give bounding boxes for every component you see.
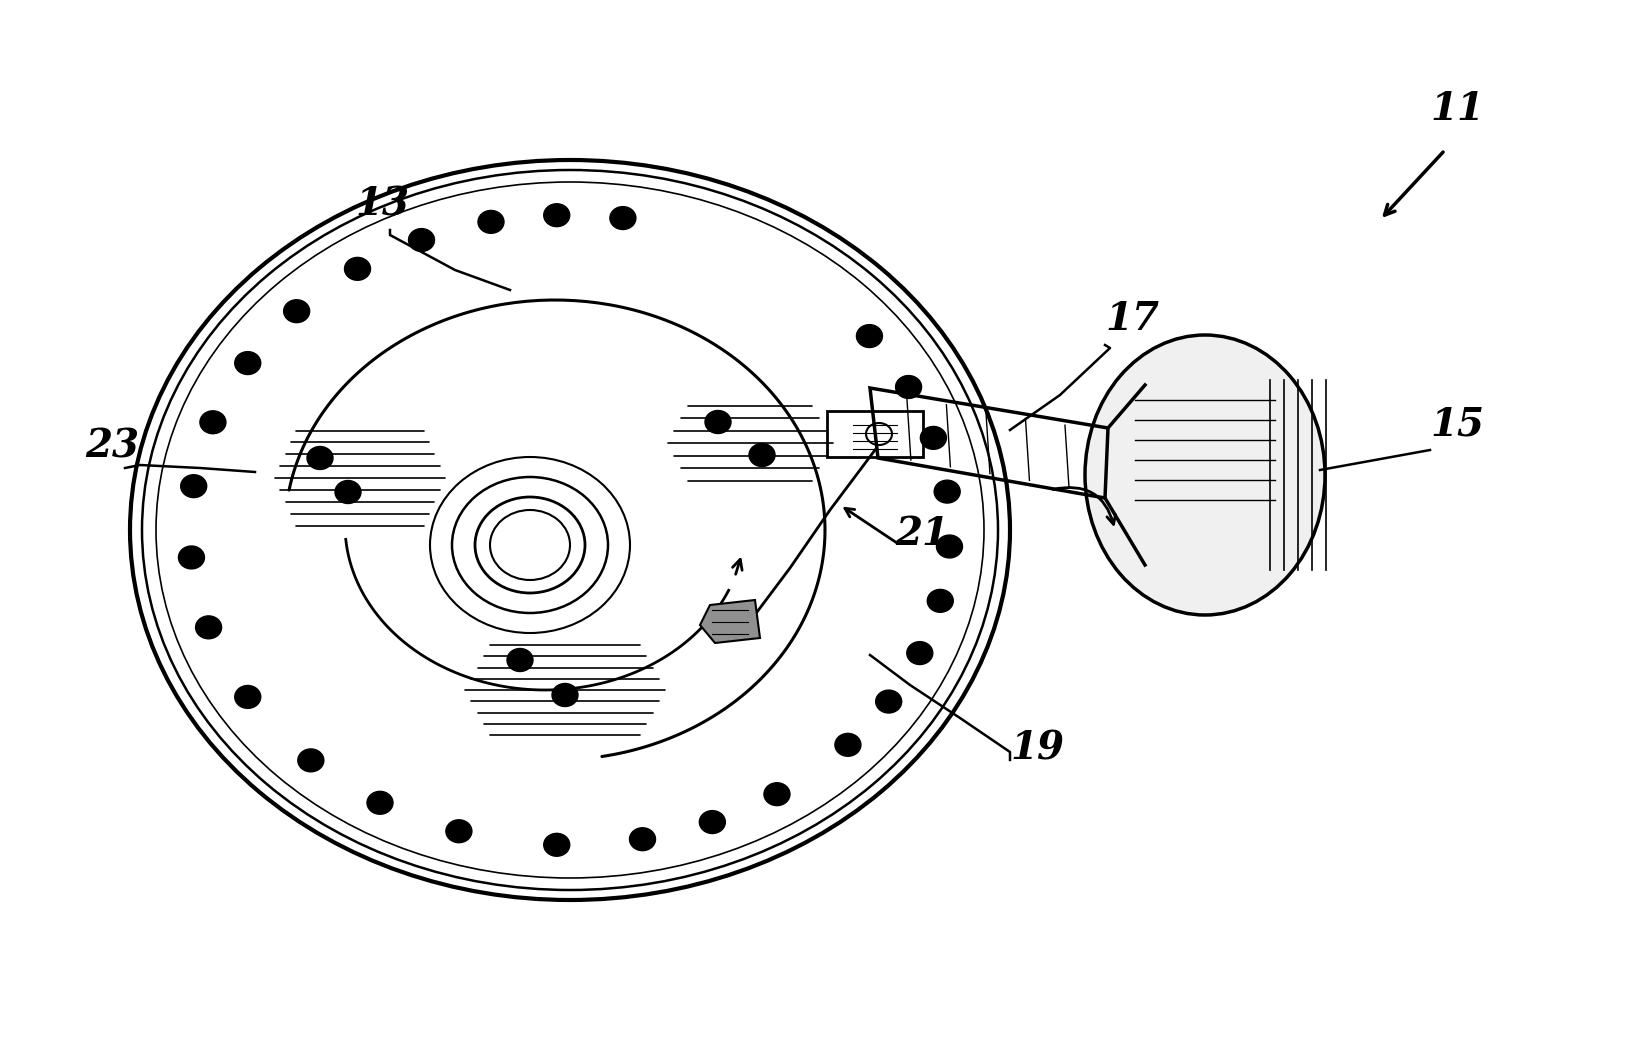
Text: 15: 15 bbox=[1430, 405, 1484, 443]
Ellipse shape bbox=[236, 352, 260, 374]
Text: 17: 17 bbox=[1105, 300, 1159, 338]
Ellipse shape bbox=[700, 811, 725, 834]
Ellipse shape bbox=[896, 375, 922, 398]
Ellipse shape bbox=[629, 828, 656, 850]
Polygon shape bbox=[700, 600, 759, 643]
Ellipse shape bbox=[927, 589, 954, 612]
Ellipse shape bbox=[934, 480, 960, 503]
Ellipse shape bbox=[937, 535, 962, 558]
Ellipse shape bbox=[921, 426, 947, 449]
Ellipse shape bbox=[856, 325, 883, 347]
Ellipse shape bbox=[835, 733, 861, 756]
Text: 19: 19 bbox=[1010, 730, 1064, 768]
Ellipse shape bbox=[408, 228, 435, 252]
Ellipse shape bbox=[907, 642, 932, 665]
Text: 11: 11 bbox=[1430, 90, 1484, 128]
Ellipse shape bbox=[334, 480, 361, 504]
Ellipse shape bbox=[306, 447, 333, 470]
Ellipse shape bbox=[876, 690, 901, 713]
Ellipse shape bbox=[367, 791, 394, 814]
Ellipse shape bbox=[544, 834, 570, 857]
Ellipse shape bbox=[749, 444, 776, 467]
Ellipse shape bbox=[181, 475, 206, 498]
Ellipse shape bbox=[178, 546, 204, 569]
Ellipse shape bbox=[507, 648, 534, 672]
Text: 23: 23 bbox=[86, 428, 138, 466]
Ellipse shape bbox=[552, 683, 578, 706]
Text: 21: 21 bbox=[894, 515, 949, 553]
Ellipse shape bbox=[446, 820, 473, 843]
Ellipse shape bbox=[236, 685, 260, 708]
Ellipse shape bbox=[283, 300, 310, 323]
Ellipse shape bbox=[491, 510, 570, 580]
Ellipse shape bbox=[705, 411, 731, 433]
Ellipse shape bbox=[199, 411, 226, 433]
Ellipse shape bbox=[298, 749, 324, 772]
Ellipse shape bbox=[344, 257, 371, 280]
Ellipse shape bbox=[1085, 335, 1324, 615]
Ellipse shape bbox=[478, 211, 504, 233]
Ellipse shape bbox=[609, 206, 636, 229]
Ellipse shape bbox=[196, 616, 222, 639]
Text: 13: 13 bbox=[356, 185, 408, 223]
Ellipse shape bbox=[764, 783, 791, 806]
Ellipse shape bbox=[544, 203, 570, 227]
